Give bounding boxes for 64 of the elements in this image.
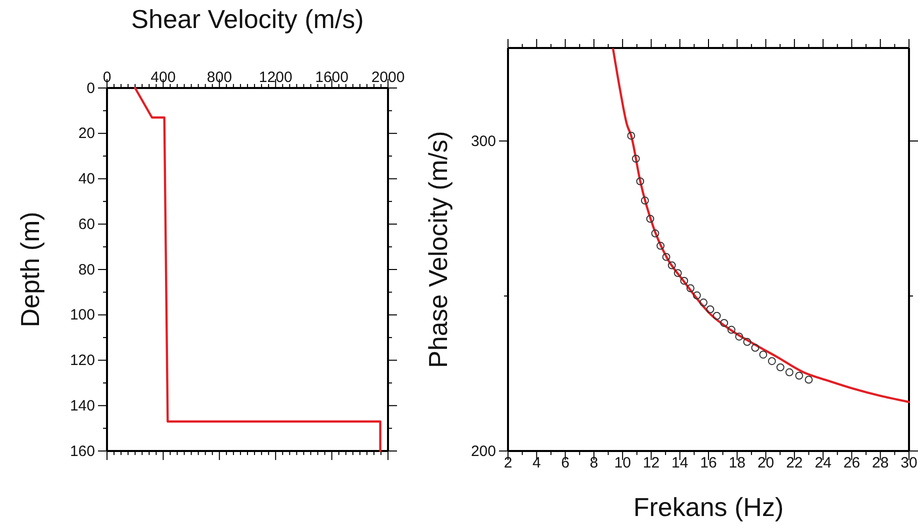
point (662, 252, 670, 261)
point (727, 326, 736, 334)
point (759, 350, 768, 359)
point (674, 269, 682, 278)
x-tick-label: 24 (814, 454, 832, 472)
x-tick-label: 0 (102, 69, 112, 86)
x-tick-label: 8 (590, 454, 598, 472)
x-tick-label: 12 (642, 454, 660, 472)
x-tick-label: 28 (872, 454, 889, 472)
x-axis-title: Frekans (Hz) (633, 492, 784, 522)
point (735, 332, 744, 341)
point (651, 229, 660, 238)
x-tick-label: 26 (843, 454, 860, 472)
y-tick-label: 60 (78, 216, 95, 233)
point (804, 376, 813, 384)
x-tick-label: 4 (532, 454, 541, 472)
point (795, 372, 804, 380)
y-tick-label: 140 (70, 397, 95, 414)
y-tick-label: 200 (470, 442, 496, 460)
x-tick-label: 22 (786, 454, 803, 472)
point (700, 298, 708, 306)
point (751, 344, 760, 352)
point (640, 196, 649, 204)
y-tick-label: 160 (70, 442, 95, 460)
y-tick-label: 120 (70, 352, 95, 370)
x-tick-label: 2 (504, 454, 512, 472)
point (680, 276, 688, 285)
x-tick-label: 400 (150, 69, 176, 86)
x-tick-label: 1600 (315, 69, 348, 86)
x-tick-label: 16 (700, 454, 717, 472)
point (686, 284, 694, 292)
x-tick-label: 6 (561, 454, 570, 472)
y-axis-title: Depth (m) (15, 212, 46, 328)
point (636, 177, 644, 186)
y-tick-label: 40 (78, 170, 95, 188)
x-tick-label: 2000 (371, 69, 405, 86)
point (627, 132, 636, 140)
point (712, 312, 721, 320)
point (785, 368, 794, 376)
x-tick-label: 800 (206, 69, 232, 86)
x-tick-label: 20 (757, 454, 774, 472)
point (692, 291, 701, 300)
point (743, 338, 752, 346)
line-series (134, 86, 382, 452)
x-tick-label: 14 (672, 454, 688, 472)
x-tick-label: 1200 (258, 69, 292, 86)
point (706, 305, 714, 314)
y-axis-title: Phase Velocity (m/s) (423, 131, 454, 368)
y-tick-label: 20 (78, 125, 95, 142)
y-tick-label: 300 (470, 132, 496, 150)
point (646, 214, 654, 223)
x-tick-label: 30 (900, 454, 918, 472)
x-tick-label: 10 (614, 454, 631, 472)
point (632, 154, 640, 163)
point (720, 319, 728, 327)
point (776, 363, 784, 372)
point (656, 242, 664, 250)
point (668, 261, 676, 270)
x-tick-label: 18 (728, 454, 746, 472)
y-tick-label: 100 (70, 306, 95, 324)
x-axis-title: Shear Velocity (m/s) (131, 4, 364, 34)
line-series (612, 48, 910, 404)
y-tick-label: 80 (78, 261, 95, 278)
point (768, 357, 776, 366)
